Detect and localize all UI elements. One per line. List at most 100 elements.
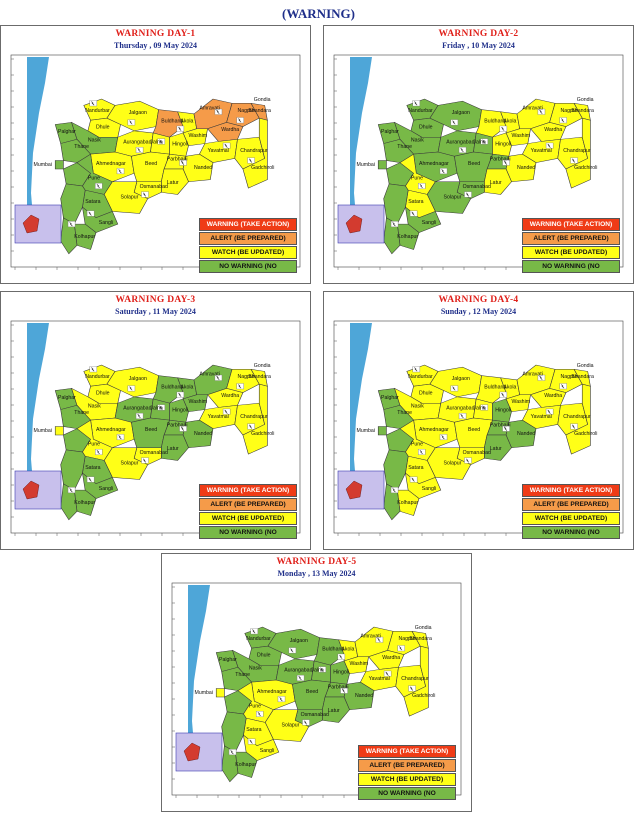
thunderstorm-icon bbox=[180, 426, 185, 431]
panel-title: WARNING DAY-1 bbox=[115, 29, 196, 39]
district-label: Buldhana bbox=[161, 118, 183, 124]
district-wardha bbox=[207, 388, 244, 408]
district-label: Yavatmal bbox=[531, 148, 552, 154]
district-label: Gadchiroli bbox=[412, 693, 435, 699]
district-wardha bbox=[368, 650, 405, 670]
district-label: Amravati bbox=[199, 106, 219, 112]
thunderstorm-icon bbox=[142, 458, 147, 463]
thunderstorm-icon bbox=[414, 367, 418, 372]
district-label: Satara bbox=[246, 727, 261, 733]
district-label: Ahmednagar bbox=[419, 427, 449, 433]
thunderstorm-icon bbox=[222, 142, 231, 149]
district-label: Amravati bbox=[360, 634, 380, 640]
thunderstorm-icon bbox=[339, 654, 343, 659]
thunderstorm-icon bbox=[337, 653, 346, 660]
district-ratnagiri bbox=[60, 183, 86, 225]
thunderstorm-icon bbox=[129, 386, 133, 391]
district-jalgaon bbox=[106, 100, 159, 132]
district-group bbox=[54, 98, 268, 255]
thunderstorm-icon bbox=[561, 384, 565, 389]
legend-item-green: NO WARNING (NO bbox=[358, 787, 456, 800]
thunderstorm-icon bbox=[414, 101, 418, 106]
thunderstorm-icon bbox=[157, 404, 166, 411]
thunderstorm-icon bbox=[499, 125, 508, 132]
district-label: Nagpur bbox=[238, 374, 255, 380]
district-label: Thane bbox=[74, 144, 89, 150]
district-jalgaon bbox=[267, 628, 320, 660]
thunderstorm-icon bbox=[460, 148, 464, 152]
district-label: Gadchiroli bbox=[251, 165, 274, 171]
district-gadchiroli bbox=[242, 383, 268, 455]
thunderstorm-icon bbox=[501, 392, 505, 397]
district-label: Osmanabad bbox=[301, 712, 329, 718]
district-label: Nagpur bbox=[561, 374, 578, 380]
thunderstorm-icon bbox=[127, 119, 136, 126]
thunderstorm-icon bbox=[561, 118, 565, 123]
thunderstorm-icon bbox=[247, 157, 255, 164]
thunderstorm-icon bbox=[377, 637, 381, 642]
district-label: Dhule bbox=[257, 653, 271, 659]
district-label: Hingoli bbox=[333, 670, 349, 676]
district-nagpur bbox=[387, 631, 421, 655]
thunderstorm-icon bbox=[69, 222, 73, 227]
district-label: Yavatmal bbox=[208, 148, 229, 154]
thunderstorm-icon bbox=[570, 423, 578, 430]
district-label: Mumbai bbox=[357, 428, 375, 434]
district-label: Beed bbox=[468, 161, 480, 167]
thunderstorm-icon bbox=[547, 143, 551, 148]
thunderstorm-icon bbox=[419, 184, 423, 189]
district-label: Parbhani bbox=[490, 423, 511, 429]
district-label: Aurangabad bbox=[446, 140, 474, 146]
thunderstorm-icon bbox=[247, 423, 255, 430]
district-label: Washim bbox=[189, 133, 208, 139]
district-label: Aurangabad bbox=[446, 406, 474, 412]
district-label: Gondia bbox=[254, 363, 271, 369]
warning-panel-day-4: WARNING DAY-4 Sunday , 12 May 2024 Mumbai P… bbox=[323, 291, 634, 550]
thunderstorm-icon bbox=[214, 108, 223, 115]
district-label: Sangli bbox=[99, 220, 113, 226]
district-label: Nanded bbox=[517, 165, 535, 171]
district-label: Nasik bbox=[411, 137, 424, 143]
legend: WARNING (TAKE ACTION) ALERT (BE PREPARED)… bbox=[522, 218, 620, 274]
district-label: Dhule bbox=[419, 391, 433, 397]
inset-highlight bbox=[22, 214, 40, 234]
district-label: Gadchiroli bbox=[251, 431, 274, 437]
thunderstorm-icon bbox=[137, 148, 141, 152]
legend-item-yellow: WATCH (BE UPDATED) bbox=[522, 512, 620, 525]
legend-item-orange: ALERT (BE PREPARED) bbox=[358, 759, 456, 772]
district-label: Washim bbox=[512, 399, 531, 405]
district-label: Latur bbox=[328, 708, 340, 714]
legend-item-green: NO WARNING (NO bbox=[199, 526, 297, 539]
district-label: Gondia bbox=[577, 363, 594, 369]
district-label: Wardha bbox=[544, 393, 562, 399]
thunderstorm-icon bbox=[216, 109, 220, 114]
district-label: Nandurbar bbox=[408, 374, 433, 380]
district-group bbox=[377, 98, 591, 255]
thunderstorm-icon bbox=[320, 667, 324, 672]
thunderstorm-icon bbox=[412, 100, 421, 107]
thunderstorm-icon bbox=[418, 183, 426, 189]
thunderstorm-icon bbox=[248, 424, 253, 429]
district-label: Buldhana bbox=[484, 384, 506, 390]
legend-item-green: NO WARNING (NO bbox=[522, 526, 620, 539]
district-label: Gadchiroli bbox=[574, 165, 597, 171]
district-label: Akola bbox=[341, 646, 354, 652]
district-label: Thane bbox=[235, 672, 250, 678]
panel-date: Sunday , 12 May 2024 bbox=[440, 307, 517, 316]
panel-title: WARNING DAY-3 bbox=[115, 295, 196, 305]
district-gadchiroli bbox=[565, 383, 591, 455]
legend-item-yellow: WATCH (BE UPDATED) bbox=[199, 512, 297, 525]
district-label: Buldhana bbox=[484, 118, 506, 124]
thunderstorm-icon bbox=[118, 435, 122, 440]
thunderstorm-icon bbox=[116, 434, 125, 441]
district-label: Jalgaon bbox=[452, 110, 470, 116]
thunderstorm-icon bbox=[418, 449, 426, 455]
thunderstorm-icon bbox=[341, 688, 346, 693]
thunderstorm-icon bbox=[96, 184, 100, 189]
legend-item-yellow: WATCH (BE UPDATED) bbox=[522, 246, 620, 259]
thunderstorm-icon bbox=[464, 457, 472, 464]
thunderstorm-icon bbox=[228, 749, 237, 756]
district-label: Washim bbox=[512, 133, 531, 139]
district-label: Osmanabad bbox=[463, 450, 491, 456]
